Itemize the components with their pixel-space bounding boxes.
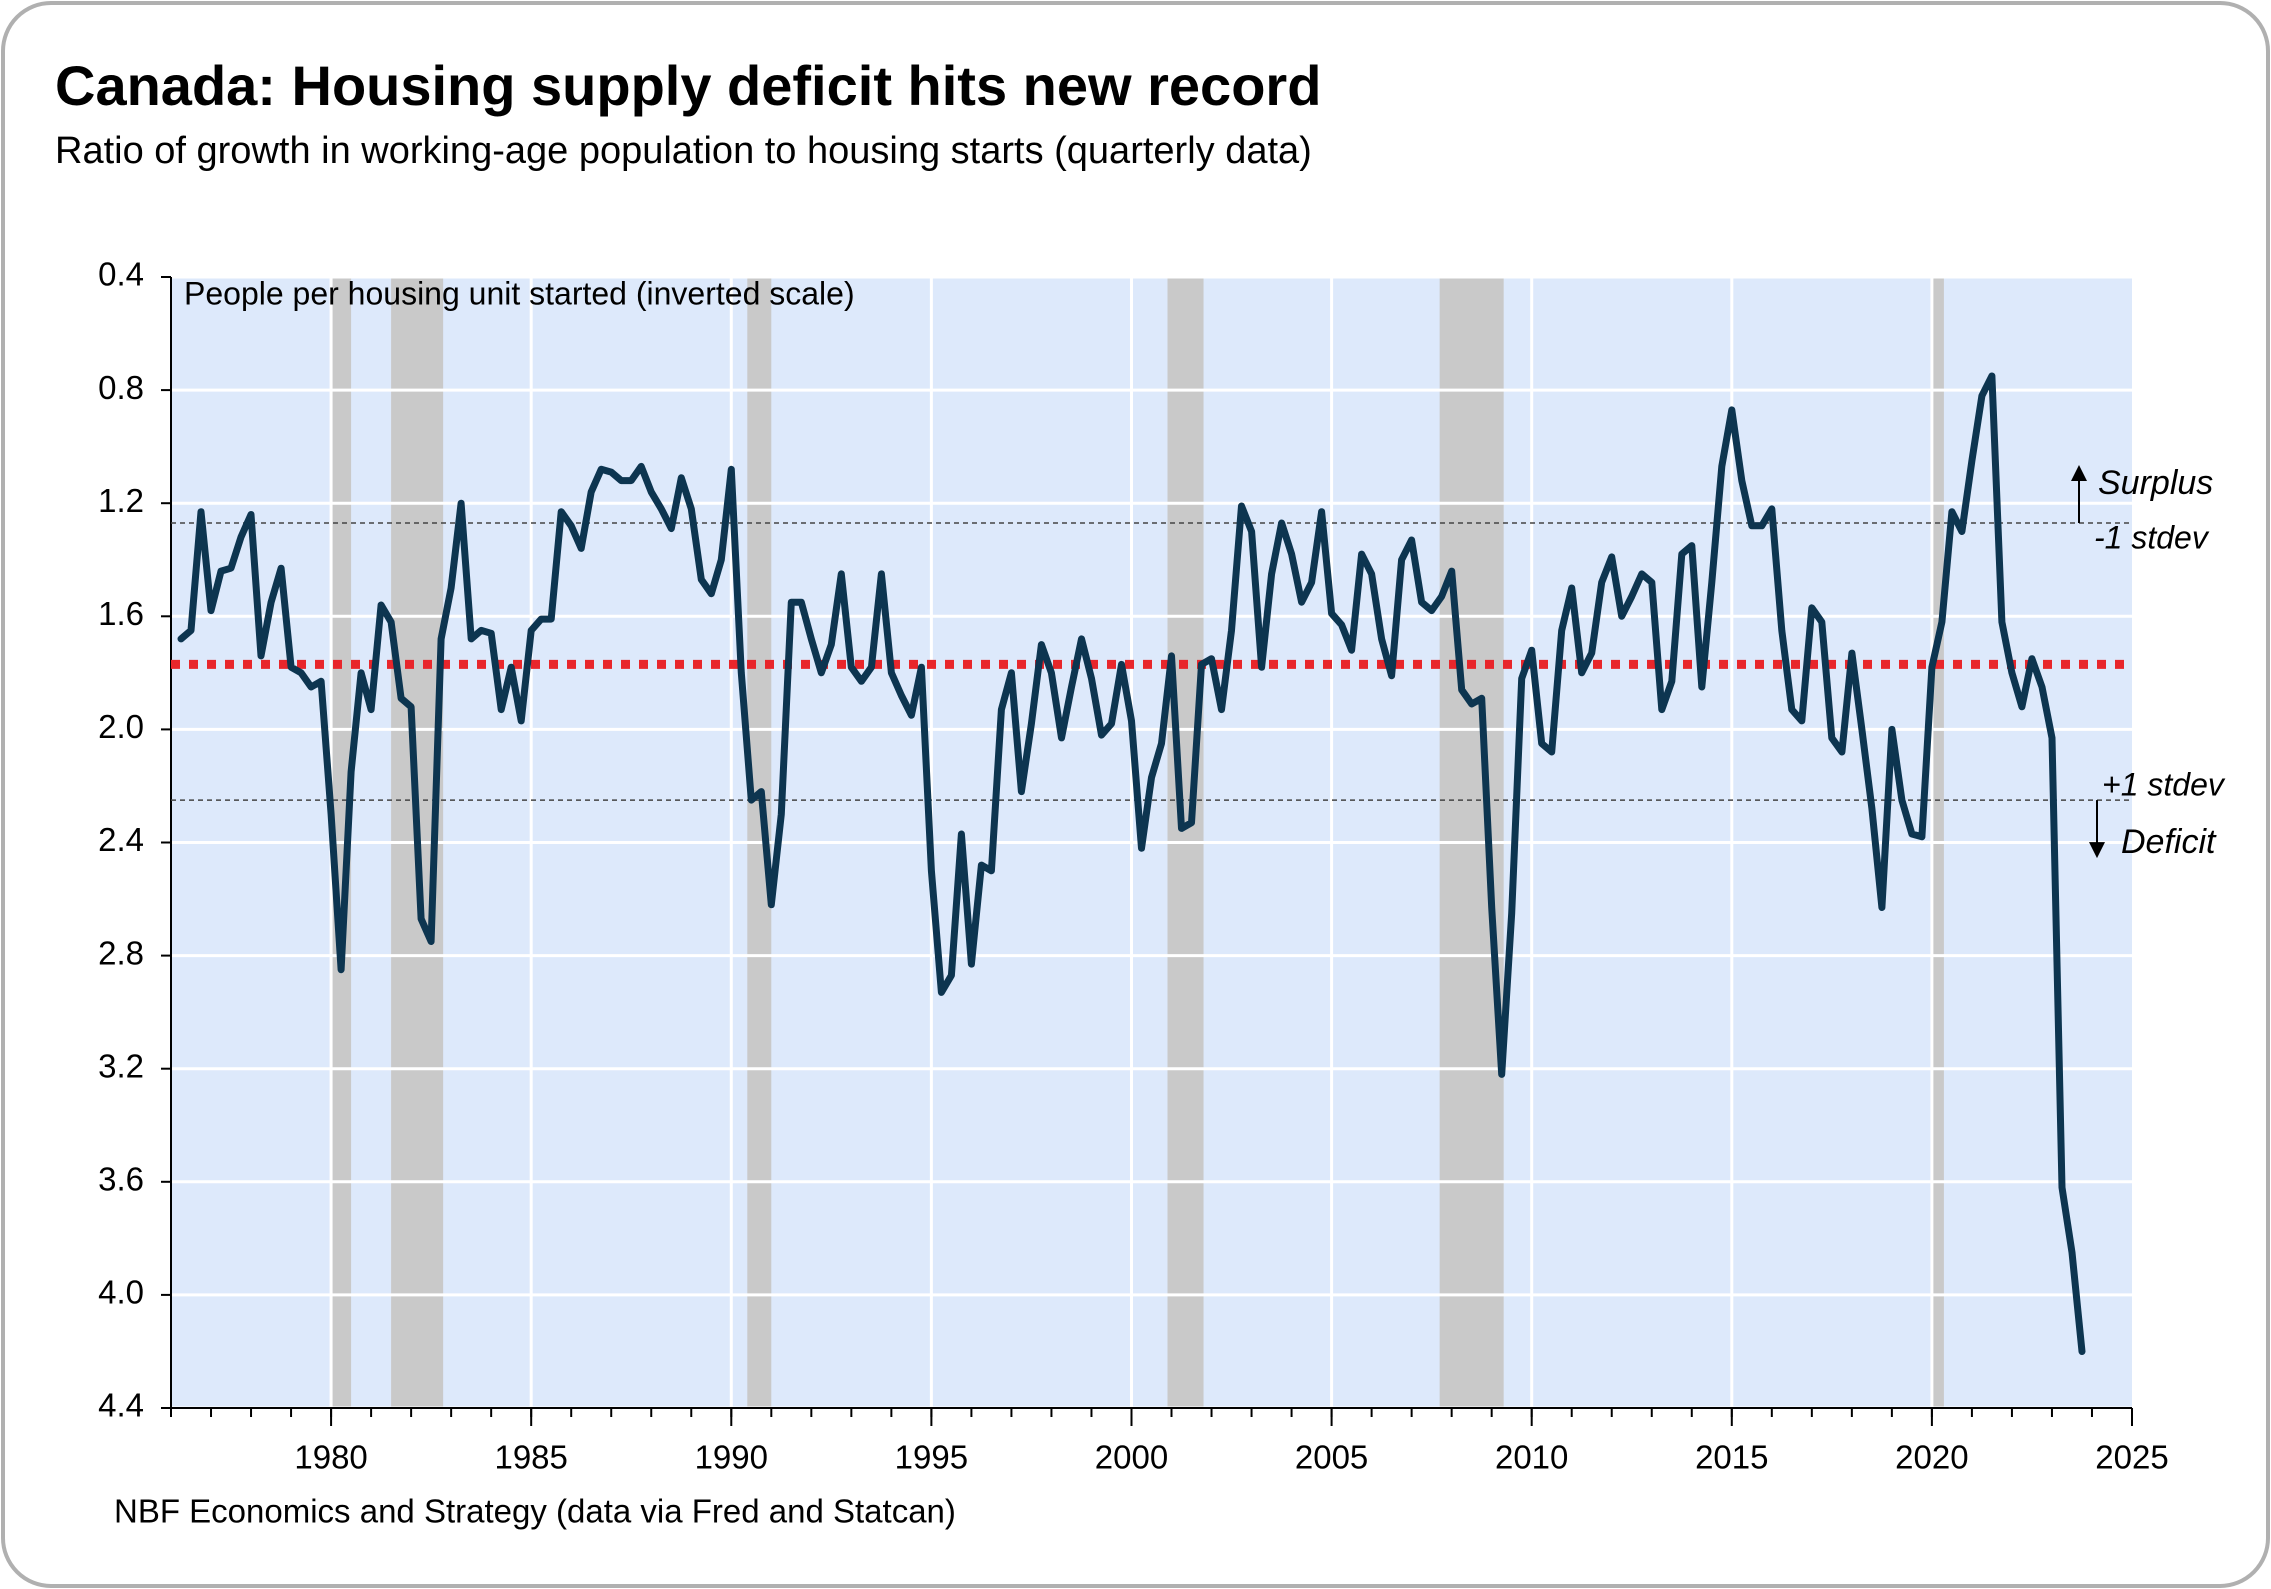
y-tick-label: 2.0	[98, 708, 144, 745]
x-tick-label: 1980	[294, 1439, 367, 1476]
y-tick-label: 0.4	[98, 256, 144, 293]
y-axis-label: People per housing unit started (inverte…	[184, 275, 855, 311]
y-tick-label: 0.8	[98, 369, 144, 406]
x-tick-label: 2010	[1495, 1439, 1568, 1476]
chart-subtitle: Ratio of growth in working-age populatio…	[55, 130, 1312, 172]
y-tick-label: 2.8	[98, 934, 144, 971]
y-tick-label: 4.4	[98, 1387, 144, 1424]
x-tick-label: 2000	[1095, 1439, 1168, 1476]
stdev-label: +1 stdev	[2102, 767, 2226, 803]
x-tick-label: 2025	[2095, 1439, 2168, 1476]
y-tick-label: 2.4	[98, 821, 144, 858]
x-tick-label: 1990	[695, 1439, 768, 1476]
surplus-label: Surplus	[2098, 464, 2213, 502]
chart-title: Canada: Housing supply deficit hits new …	[55, 54, 1321, 117]
y-tick-label: 4.0	[98, 1274, 144, 1311]
y-tick-label: 3.6	[98, 1161, 144, 1198]
arrow-head	[2071, 464, 2087, 481]
data-line	[177, 372, 2086, 1355]
stdev-label: -1 stdev	[2094, 519, 2210, 555]
x-tick-label: 2015	[1695, 1439, 1768, 1476]
y-tick-label: 1.6	[98, 595, 144, 632]
x-tick-label: 1995	[895, 1439, 968, 1476]
x-tick-label: 2005	[1295, 1439, 1368, 1476]
x-tick-label: 2020	[1895, 1439, 1968, 1476]
y-tick-label: 3.2	[98, 1047, 144, 1084]
deficit-label: Deficit	[2121, 823, 2217, 861]
y-tick-label: 1.2	[98, 482, 144, 519]
x-tick-label: 1985	[494, 1439, 567, 1476]
source: NBF Economics and Strategy (data via Fre…	[114, 1493, 956, 1530]
arrow-head	[2089, 842, 2105, 859]
